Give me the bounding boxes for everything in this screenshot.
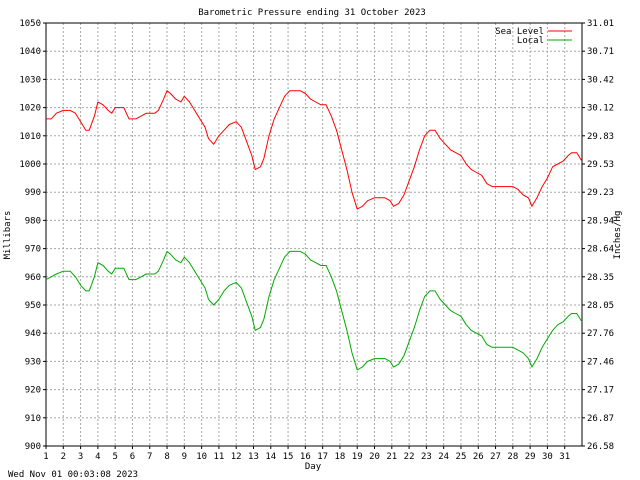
plot-frame xyxy=(45,22,583,447)
x-axis-ticks: 1 2 3 4 5 6 7 8 9 10 11 12 13 14 15 16 17 18 19 20 21 22 23 24 2… xyxy=(43,446,570,462)
y2-tick-label: 30.12 xyxy=(587,104,614,114)
x-tick-label: 19 xyxy=(352,452,363,462)
y-axis-ticks: 900 910 920 930 940 950 960 970 980 990 1000 1010 10… xyxy=(19,19,46,452)
x-tick-label: 25 xyxy=(456,452,467,462)
y2-tick-label: 30.42 xyxy=(587,75,614,85)
y2-tick-label: 28.05 xyxy=(587,301,614,311)
y2-tick-label: 29.23 xyxy=(587,188,614,198)
x-tick-label: 21 xyxy=(386,452,397,462)
y-tick-label: 1000 xyxy=(19,160,41,170)
x-tick-label: 2 xyxy=(61,452,66,462)
x-tick-label: 6 xyxy=(130,452,135,462)
x-tick-label: 7 xyxy=(147,452,152,462)
x-tick-label: 12 xyxy=(231,452,242,462)
series-line-sea-level xyxy=(46,90,583,210)
y2-tick-label: 27.46 xyxy=(587,357,614,367)
x-tick-label: 5 xyxy=(112,452,117,462)
x-tick-label: 11 xyxy=(213,452,224,462)
y2-axis-label: Inches/Hg xyxy=(613,211,623,260)
y-tick-label: 980 xyxy=(25,216,41,226)
y-tick-label: 900 xyxy=(25,442,41,452)
y2-tick-label: 29.83 xyxy=(587,132,614,142)
y-tick-label: 940 xyxy=(25,329,41,339)
x-tick-label: 3 xyxy=(78,452,83,462)
y-tick-label: 950 xyxy=(25,301,41,311)
x-tick-label: 31 xyxy=(559,452,570,462)
y2-tick-label: 30.71 xyxy=(587,47,614,57)
x-tick-label: 10 xyxy=(196,452,207,462)
x-tick-label: 28 xyxy=(507,452,518,462)
x-tick-label: 27 xyxy=(490,452,501,462)
x-tick-label: 20 xyxy=(369,452,380,462)
y2-tick-label: 27.76 xyxy=(587,329,614,339)
y-tick-label: 930 xyxy=(25,357,41,367)
x-tick-label: 16 xyxy=(300,452,311,462)
y-tick-label: 910 xyxy=(25,414,41,424)
x-tick-label: 24 xyxy=(438,452,449,462)
y2-tick-label: 29.53 xyxy=(587,160,614,170)
x-tick-label: 8 xyxy=(164,452,169,462)
x-tick-label: 17 xyxy=(317,452,328,462)
y2-tick-label: 28.94 xyxy=(587,216,614,226)
y2-tick-label: 28.64 xyxy=(587,245,614,255)
x-tick-label: 23 xyxy=(421,452,432,462)
legend-label-local: Local xyxy=(517,36,544,46)
x-tick-label: 22 xyxy=(404,452,415,462)
x-tick-label: 14 xyxy=(265,452,276,462)
y2-tick-label: 31.01 xyxy=(587,19,614,29)
y2-tick-label: 26.87 xyxy=(587,414,614,424)
legend: Sea Level Local xyxy=(495,27,572,46)
x-tick-label: 9 xyxy=(182,452,187,462)
x-tick-label: 18 xyxy=(335,452,346,462)
y-tick-label: 990 xyxy=(25,188,41,198)
x-tick-label: 26 xyxy=(473,452,484,462)
y-tick-label: 1030 xyxy=(19,75,41,85)
y2-tick-label: 26.58 xyxy=(587,442,614,452)
y-tick-label: 960 xyxy=(25,273,41,283)
footer-timestamp: Wed Nov 01 00:03:08 2023 xyxy=(8,470,138,480)
x-tick-label: 30 xyxy=(542,452,553,462)
x-tick-label: 1 xyxy=(43,452,48,462)
y-tick-label: 1040 xyxy=(19,47,41,57)
y-tick-label: 1050 xyxy=(19,19,41,29)
y2-tick-label: 28.35 xyxy=(587,273,614,283)
chart-title: Barometric Pressure ending 31 October 20… xyxy=(198,8,426,18)
chart-grid xyxy=(46,23,582,446)
series-line-local xyxy=(45,250,583,371)
x-tick-label: 29 xyxy=(525,452,536,462)
series-lines xyxy=(45,90,583,371)
y-tick-label: 970 xyxy=(25,245,41,255)
y2-tick-label: 27.17 xyxy=(587,386,614,396)
x-axis-label: Day xyxy=(305,462,322,472)
x-tick-label: 13 xyxy=(248,452,259,462)
x-tick-label: 4 xyxy=(95,452,100,462)
x-tick-label: 15 xyxy=(283,452,294,462)
y-tick-label: 920 xyxy=(25,386,41,396)
y2-axis-ticks: 26.58 26.87 27.17 27.46 27.76 28.05 28.35 28.64… xyxy=(582,19,614,452)
y-tick-label: 1020 xyxy=(19,104,41,114)
legend-label-sea-level: Sea Level xyxy=(495,27,544,37)
y-tick-label: 1010 xyxy=(19,132,41,142)
y-axis-label: Millibars xyxy=(3,211,13,260)
